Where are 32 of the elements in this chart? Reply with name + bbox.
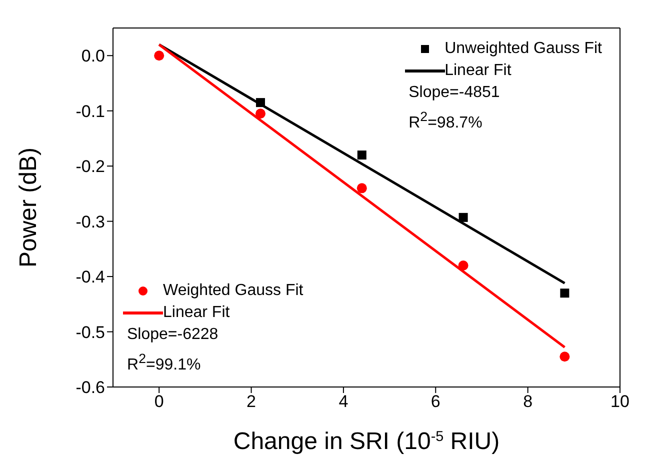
y-tick-label: -0.6 (76, 378, 105, 398)
x-tick-label: 6 (430, 392, 440, 412)
y-tick-label: -0.3 (76, 212, 105, 232)
legend-label: Unweighted Gauss Fit (444, 39, 602, 59)
point (357, 150, 366, 160)
point (458, 260, 468, 270)
annotation: R$^{2}$=98.7% (408, 108, 484, 132)
point (256, 98, 265, 108)
point (560, 288, 570, 298)
x-tick-label: 2 (246, 392, 256, 412)
x-tick-label: 4 (338, 392, 348, 412)
y-tick-label: 0.0 (81, 46, 105, 66)
x-tick-label: 0 (154, 392, 164, 412)
annotation: R$^{2}$=99.1% (126, 350, 202, 374)
x-axis-title: Change in SRI (10$^{-5}$ RIU) (233, 428, 500, 455)
point (154, 50, 164, 61)
point (458, 212, 468, 222)
legend-label: Linear Fit (444, 61, 512, 81)
y-tick-label: -0.4 (76, 268, 105, 287)
legend-label: Linear Fit (163, 303, 230, 323)
annotation: Slope=-6228 (126, 325, 220, 345)
y-tick-label: -0.1 (76, 102, 105, 121)
y-tick-label: -0.5 (76, 322, 105, 342)
annotation: Slope=-4851 (408, 83, 501, 103)
point (560, 352, 570, 362)
legend-label: Weighted Gauss Fit (163, 281, 304, 301)
x-tick-label: 8 (523, 392, 533, 412)
point (255, 108, 266, 119)
y-tick-label: -0.2 (76, 157, 105, 176)
y-axis-title: Power (dB) (15, 147, 42, 268)
point (356, 183, 367, 194)
x-tick-label: 10 (610, 392, 630, 412)
